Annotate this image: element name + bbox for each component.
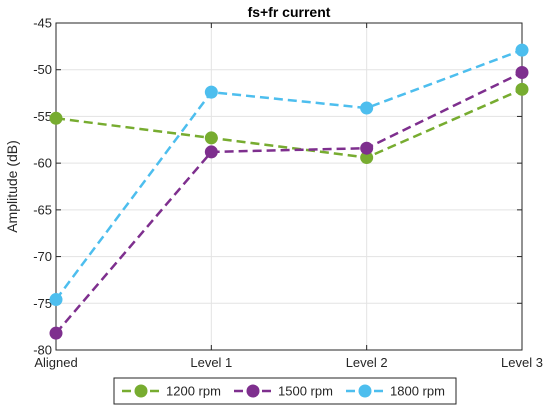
y-tick-label: -75 <box>33 296 52 311</box>
x-tick-label: Level 1 <box>190 355 232 370</box>
legend-item[interactable]: 1500 rpm <box>234 384 333 399</box>
x-tick-label: Level 3 <box>501 355 543 370</box>
data-point <box>49 326 63 340</box>
y-tick-label: -80 <box>33 343 52 358</box>
data-point <box>360 101 374 115</box>
legend[interactable]: 1200 rpm 1500 rpm 1800 rpm <box>113 377 457 405</box>
legend-item[interactable]: 1800 rpm <box>346 384 445 399</box>
data-point <box>204 131 218 145</box>
y-tick-label: -55 <box>33 109 52 124</box>
y-tick-label: -50 <box>33 62 52 77</box>
series-1500-rpm <box>49 66 529 340</box>
data-point <box>360 151 374 165</box>
y-tick-label: -65 <box>33 202 52 217</box>
series-line <box>55 71 523 334</box>
y-axis-label: Amplitude (dB) <box>4 140 20 233</box>
chart-title: fs+fr current <box>248 4 331 20</box>
data-point <box>204 145 218 159</box>
legend-box <box>113 377 457 405</box>
data-point <box>49 293 63 307</box>
series-line <box>54 48 523 301</box>
x-tick-label: Aligned <box>34 355 77 370</box>
legend-item[interactable]: 1200 rpm <box>122 384 221 399</box>
legend-label: 1800 rpm <box>390 384 445 399</box>
data-point <box>49 111 63 125</box>
data-point <box>515 82 529 96</box>
y-tick-label: -60 <box>33 156 52 171</box>
data-point <box>515 43 529 57</box>
plot-area-frame <box>55 22 523 351</box>
legend-marker <box>246 384 260 398</box>
data-point <box>204 85 218 99</box>
data-series <box>49 43 529 340</box>
x-tick-label: Level 2 <box>346 355 388 370</box>
legend-label: 1500 rpm <box>278 384 333 399</box>
axis-ticks: -80 -75 -70 -65 -60 -55 -50 -45 Aligned Level 1 Le… <box>33 16 543 371</box>
series-line <box>55 88 523 159</box>
series-1200-rpm <box>49 82 529 165</box>
data-point <box>360 141 374 155</box>
legend-label: 1200 rpm <box>166 384 221 399</box>
legend-marker <box>134 384 148 398</box>
data-point <box>515 66 529 80</box>
y-tick-label: -70 <box>33 249 52 264</box>
legend-marker <box>358 384 372 398</box>
y-tick-label: -45 <box>33 16 52 31</box>
series-1800-rpm <box>49 43 529 307</box>
